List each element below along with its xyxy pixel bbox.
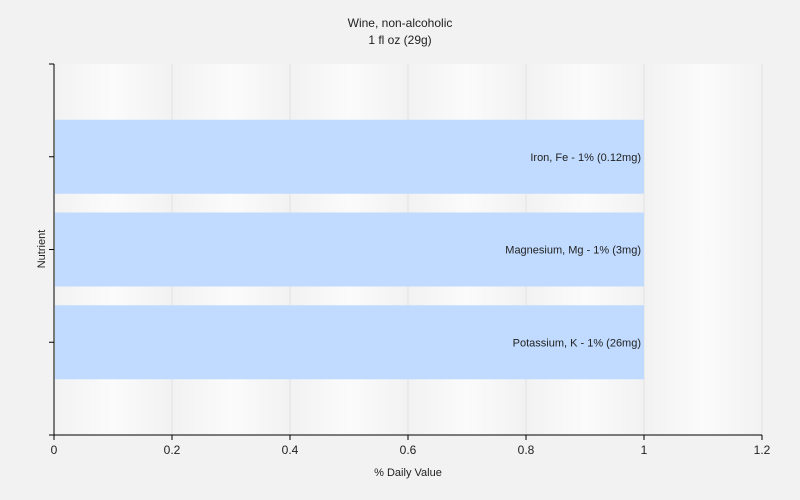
axes: 0 0.2 0.4 0.6 0.8 1 1.2 (49, 63, 771, 457)
chart-subtitle: 1 fl oz (29g) (368, 33, 431, 47)
bars: Iron, Fe - 1% (0.12mg) Magnesium, Mg - 1%… (55, 119, 644, 380)
x-axis-label: % Daily Value (374, 467, 442, 479)
bar-label: Magnesium, Mg - 1% (3mg) (505, 245, 641, 257)
x-tick-label: 1 (641, 443, 648, 457)
chart-title: Wine, non-alcoholic (348, 16, 453, 30)
x-tick-label: 0 (51, 443, 58, 457)
x-tick-label: 0.8 (518, 443, 535, 457)
x-tick-label: 0.4 (282, 443, 299, 457)
bar-label: Potassium, K - 1% (26mg) (513, 337, 641, 349)
x-tick-label: 0.6 (400, 443, 417, 457)
x-tick-label: 0.2 (164, 443, 181, 457)
bar (55, 119, 644, 194)
y-axis-label: Nutrient (36, 230, 48, 269)
x-tick-label: 1.2 (754, 443, 771, 457)
bar (55, 305, 644, 380)
bar-label: Iron, Fe - 1% (0.12mg) (530, 152, 641, 164)
plot-band (644, 64, 762, 435)
bar (55, 212, 644, 287)
